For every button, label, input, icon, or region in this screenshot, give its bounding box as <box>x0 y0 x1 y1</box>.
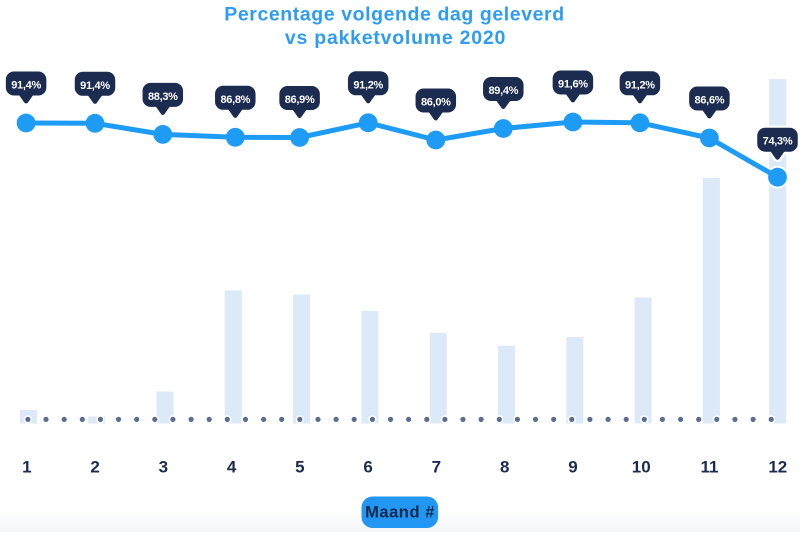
svg-text:91,6%: 91,6% <box>558 79 588 91</box>
svg-text:91,4%: 91,4% <box>80 80 110 92</box>
svg-text:86,8%: 86,8% <box>220 94 250 106</box>
svg-text:86,0%: 86,0% <box>421 97 451 109</box>
svg-text:88,3%: 88,3% <box>148 91 178 103</box>
svg-text:89,4%: 89,4% <box>488 85 518 97</box>
svg-text:6: 6 <box>363 458 372 477</box>
svg-text:3: 3 <box>159 458 168 477</box>
svg-text:1: 1 <box>22 458 31 477</box>
svg-text:Percentage volgende dag geleve: Percentage volgende dag geleverd <box>224 4 564 26</box>
svg-text:10: 10 <box>632 458 651 477</box>
svg-text:5: 5 <box>295 458 304 477</box>
svg-text:74,3%: 74,3% <box>763 136 793 148</box>
svg-text:4: 4 <box>227 458 237 477</box>
svg-text:9: 9 <box>568 458 577 477</box>
svg-text:vs pakketvolume 2020: vs pakketvolume 2020 <box>285 27 506 49</box>
svg-text:12: 12 <box>768 458 787 477</box>
svg-text:86,9%: 86,9% <box>285 94 315 106</box>
svg-text:86,6%: 86,6% <box>695 95 725 107</box>
svg-text:7: 7 <box>432 458 441 477</box>
svg-text:91,2%: 91,2% <box>625 79 655 91</box>
svg-text:91,4%: 91,4% <box>11 80 41 92</box>
svg-text:Maand #: Maand # <box>365 504 435 522</box>
svg-text:2: 2 <box>90 458 99 477</box>
svg-text:11: 11 <box>701 458 719 477</box>
svg-text:8: 8 <box>500 458 509 477</box>
svg-text:91,2%: 91,2% <box>353 79 383 91</box>
